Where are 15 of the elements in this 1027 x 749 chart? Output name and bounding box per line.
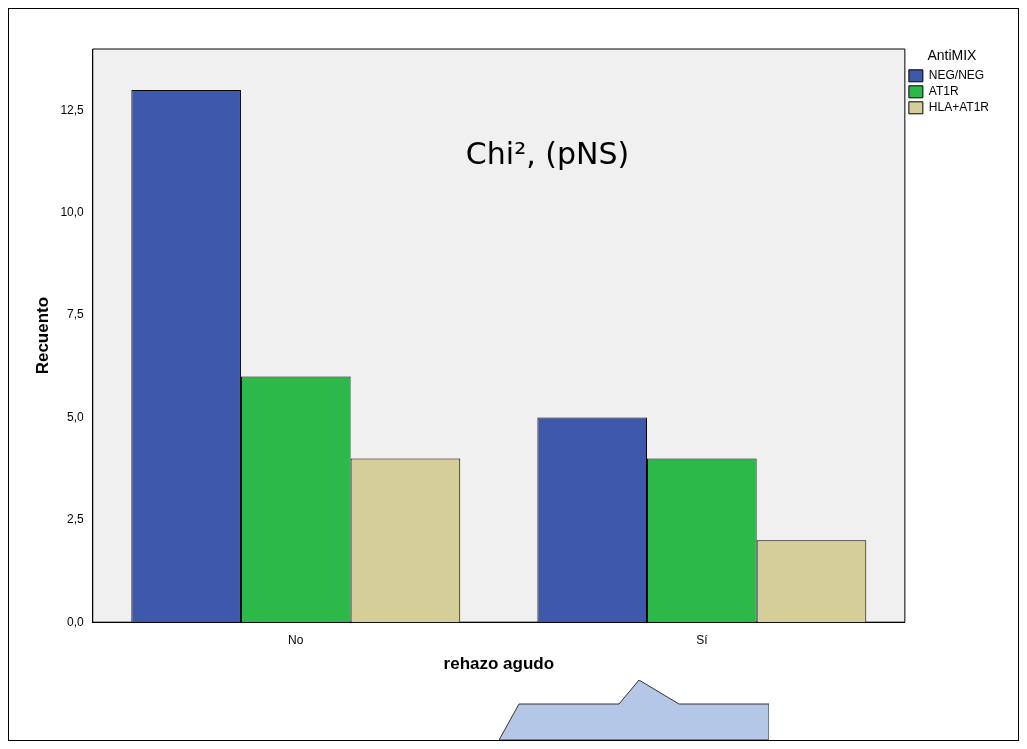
y-tick-label: 7,5	[67, 307, 85, 322]
y-axis-title: Recuento	[32, 296, 52, 375]
legend-label: HLA+AT1R	[928, 100, 990, 115]
x-tick-label: Sí	[696, 632, 709, 647]
y-tick-label: 0,0	[67, 614, 85, 629]
legend-label: AT1R	[928, 84, 959, 99]
annotation: Chi², (pNS)	[465, 136, 630, 171]
y-tick-label: 2,5	[67, 512, 85, 527]
x-axis-title: rehazo agudo	[443, 654, 555, 674]
y-tick-label: 5,0	[67, 409, 85, 424]
y-tick-label: 12,5	[60, 102, 85, 117]
legend-label: NEG/NEG	[928, 68, 985, 83]
legend-title: AntiMIX	[927, 46, 978, 63]
x-tick-label: No	[288, 632, 304, 647]
y-tick-label: 10,0	[60, 205, 85, 220]
